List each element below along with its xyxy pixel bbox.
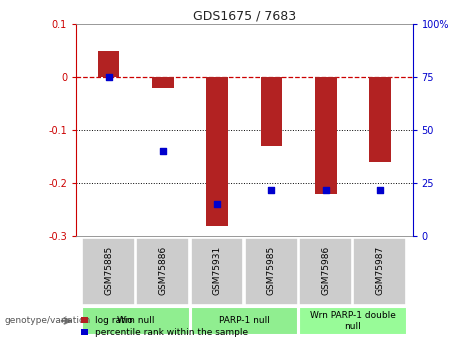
Bar [299, 307, 407, 335]
Point [268, 187, 275, 193]
Bar [82, 307, 189, 335]
Bar [260, 77, 282, 146]
Text: genotype/variation: genotype/variation [5, 316, 91, 325]
Bar [190, 238, 243, 305]
Text: Wrn PARP-1 double
null: Wrn PARP-1 double null [310, 311, 396, 331]
Text: GSM75985: GSM75985 [267, 246, 276, 295]
Bar [245, 238, 297, 305]
Text: GSM75987: GSM75987 [376, 246, 384, 295]
Point [159, 149, 166, 154]
Text: GSM75885: GSM75885 [104, 246, 113, 295]
Text: GSM75931: GSM75931 [213, 246, 222, 295]
Bar [315, 77, 337, 194]
Text: Wrn null: Wrn null [117, 316, 154, 325]
Bar [98, 51, 119, 77]
Title: GDS1675 / 7683: GDS1675 / 7683 [193, 10, 296, 23]
Point [213, 202, 221, 207]
Point [322, 187, 330, 193]
Bar [82, 238, 135, 305]
Point [105, 75, 112, 80]
Text: PARP-1 null: PARP-1 null [219, 316, 270, 325]
Bar [190, 307, 298, 335]
Text: GSM75886: GSM75886 [159, 246, 167, 295]
Bar [207, 77, 228, 226]
Bar [354, 238, 406, 305]
Point [376, 187, 384, 193]
Legend: log ratio, percentile rank within the sample: log ratio, percentile rank within the sa… [81, 316, 248, 337]
Bar [152, 77, 174, 88]
Bar [299, 238, 352, 305]
Bar [136, 238, 189, 305]
Text: GSM75986: GSM75986 [321, 246, 330, 295]
Bar [369, 77, 391, 162]
